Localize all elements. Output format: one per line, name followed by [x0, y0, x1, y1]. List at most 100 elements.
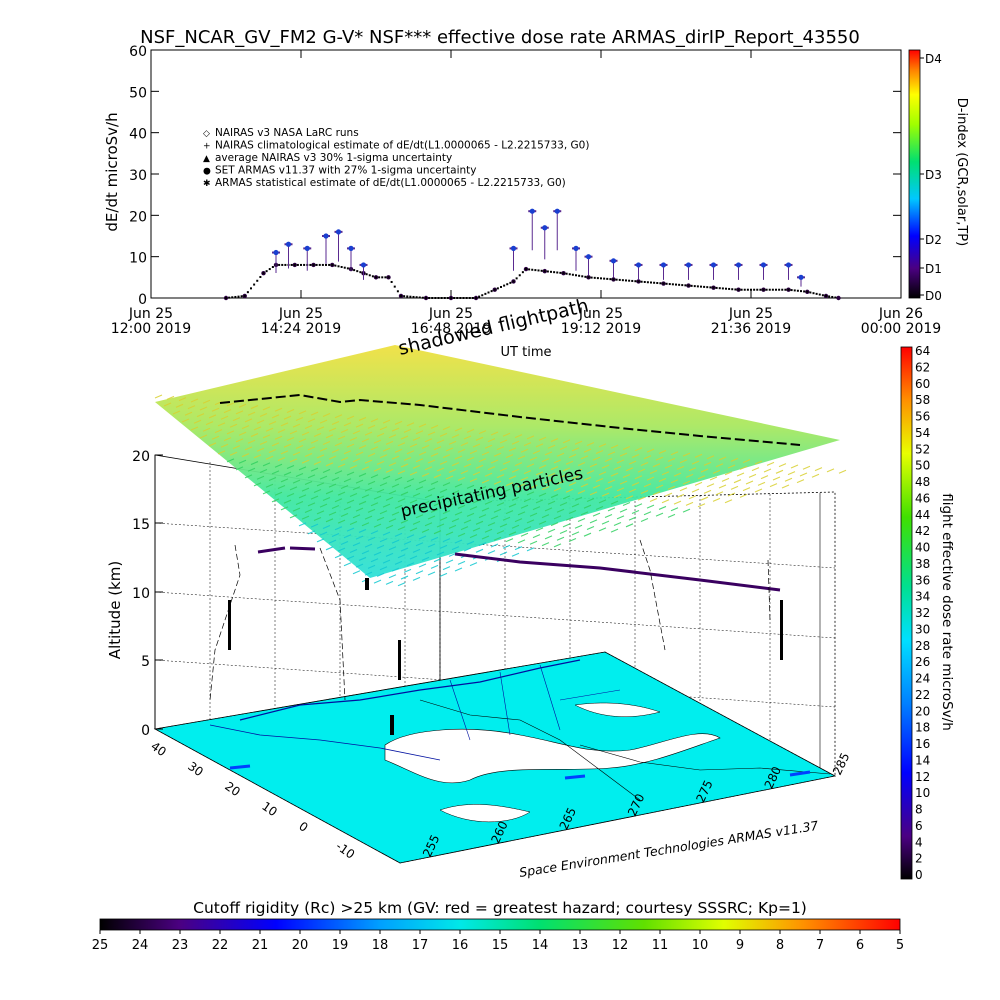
nairas-mark: [568, 273, 571, 276]
nairas-mark: [653, 281, 656, 284]
nairas-mark: [468, 297, 471, 299]
armas-point: [360, 262, 367, 268]
legend-entry: NAIRAS v3 NASA LaRC runs: [215, 127, 359, 139]
nairas-mark: [337, 265, 340, 268]
cutoff-rigidity-tick-label: 5: [896, 938, 904, 953]
dose-rate-tick-label: 2: [915, 852, 923, 866]
nairas-mark: [690, 284, 693, 287]
d-index-tick-label: D1: [925, 262, 942, 276]
cutoff-rigidity-tick-label: 20: [292, 938, 309, 953]
dose-rate-tick-label: 20: [915, 704, 930, 718]
nairas-mark: [456, 297, 459, 299]
x-axis-label: UT time: [501, 345, 552, 360]
nairas-mark: [346, 267, 349, 270]
nairas-mark: [796, 289, 799, 292]
cutoff-rigidity-ticks: 25 24 23 22 21 20 19 18 17 16 15 14 13 12 11 10 9 8 7 6 5: [92, 930, 904, 953]
nairas-mark: [390, 280, 393, 283]
nairas-mark: [296, 263, 299, 266]
nairas-mark: [828, 295, 831, 298]
nairas-mark: [300, 263, 302, 266]
dose-rate-tick-label: 40: [915, 541, 930, 555]
x-tick-label: Jun 25: [128, 306, 173, 322]
nairas-point: [836, 295, 841, 301]
nairas-mark: [600, 277, 602, 280]
nairas-mark: [237, 295, 240, 298]
particle-stroke-row: [235, 466, 676, 518]
latitude-tick-label: 40: [148, 739, 169, 759]
dose-rate-tick-label: 42: [915, 524, 930, 538]
cutoff-rigidity-tick-label: 7: [816, 938, 824, 953]
latitude-tick-label: -10: [333, 839, 357, 862]
nairas-mark: [731, 288, 734, 291]
nairas-mark: [240, 295, 243, 298]
armas-point: [610, 258, 617, 264]
nairas-mark: [803, 290, 806, 293]
cutoff-rigidity-tick-label: 22: [212, 938, 229, 953]
dose-rate-tick-label: 6: [915, 819, 923, 833]
nairas-mark: [421, 296, 424, 299]
x-tick-label: 16:48 2019: [411, 321, 491, 337]
nairas-mark: [587, 276, 590, 279]
nairas-mark: [640, 280, 643, 283]
x-tick-label: 19:12 2019: [561, 321, 641, 337]
cutoff-rigidity-tick-label: 10: [692, 938, 709, 953]
dose-rate-tick-label: 38: [915, 557, 930, 571]
nairas-mark: [406, 295, 409, 298]
cutoff-rigidity-tick-label: 18: [372, 938, 389, 953]
nairas-mark: [462, 297, 465, 299]
nairas-mark: [590, 276, 593, 279]
legend-entry: average NAIRAS v3 30% 1-sigma uncertaint…: [215, 152, 452, 164]
dose-rate-colorbar: [900, 346, 913, 880]
nairas-mark: [634, 280, 637, 283]
latitude-tick-label: 20: [222, 779, 243, 799]
nairas-mark: [746, 288, 749, 291]
nairas-mark: [593, 276, 596, 279]
particle-stroke-row: [334, 554, 463, 572]
nairas-mark: [246, 291, 249, 294]
nairas-mark: [575, 274, 577, 277]
dose-rate-tick-label: 0: [915, 868, 923, 882]
particle-stroke-row: [154, 394, 847, 474]
nairas-mark: [825, 294, 827, 297]
d-index-tick-label: D3: [925, 168, 942, 182]
nairas-mark: [793, 289, 796, 292]
y-tick-label: 50: [129, 85, 147, 101]
nairas-mark: [609, 278, 612, 281]
nairas-mark: [465, 297, 468, 299]
nairas-mark: [384, 276, 387, 279]
nairas-mark: [706, 286, 709, 289]
nairas-mark: [315, 263, 318, 266]
dose-rate-tick-label: 36: [915, 573, 930, 587]
nairas-mark: [487, 291, 490, 294]
cutoff-rigidity-tick-label: 13: [572, 938, 589, 953]
nairas-mark: [790, 289, 793, 292]
d-index-ticks: D0 D1 D2 D3 D4: [920, 52, 942, 303]
d-index-label: D-index (GCR,solar,TP): [954, 98, 969, 246]
nairas-mark: [553, 271, 556, 274]
nairas-mark: [815, 292, 818, 295]
nairas-mark: [784, 288, 787, 291]
nairas-mark: [375, 276, 377, 279]
d-index-tick-label: D4: [925, 52, 942, 66]
y-axis-label: dE/dt microSv/h: [103, 112, 121, 231]
nairas-mark: [550, 270, 552, 273]
armas-point: [685, 262, 692, 268]
cutoff-rigidity-colorbar-group: Cutoff rigidity (Rc) >25 km (GV: red = g…: [92, 899, 904, 953]
nairas-mark: [418, 296, 421, 299]
nairas-mark: [612, 278, 615, 281]
particle-stroke-row: [226, 458, 691, 513]
legend-symbol: ●: [203, 167, 211, 177]
nairas-mark: [631, 279, 634, 282]
nairas-mark: [256, 279, 259, 282]
nairas-mark: [809, 291, 812, 294]
nairas-mark: [325, 263, 327, 266]
nairas-mark: [412, 295, 415, 298]
nairas-mark: [812, 292, 815, 295]
particle-stroke-row: [298, 522, 535, 552]
dose-rate-tick-label: 52: [915, 442, 930, 456]
legend-entry: NAIRAS climatological estimate of dE/dt(…: [215, 140, 589, 152]
cutoff-rigidity-label: Cutoff rigidity (Rc) >25 km (GV: red = g…: [193, 899, 807, 917]
longitude-tick-label: 285: [830, 751, 852, 778]
nairas-mark: [712, 286, 715, 289]
